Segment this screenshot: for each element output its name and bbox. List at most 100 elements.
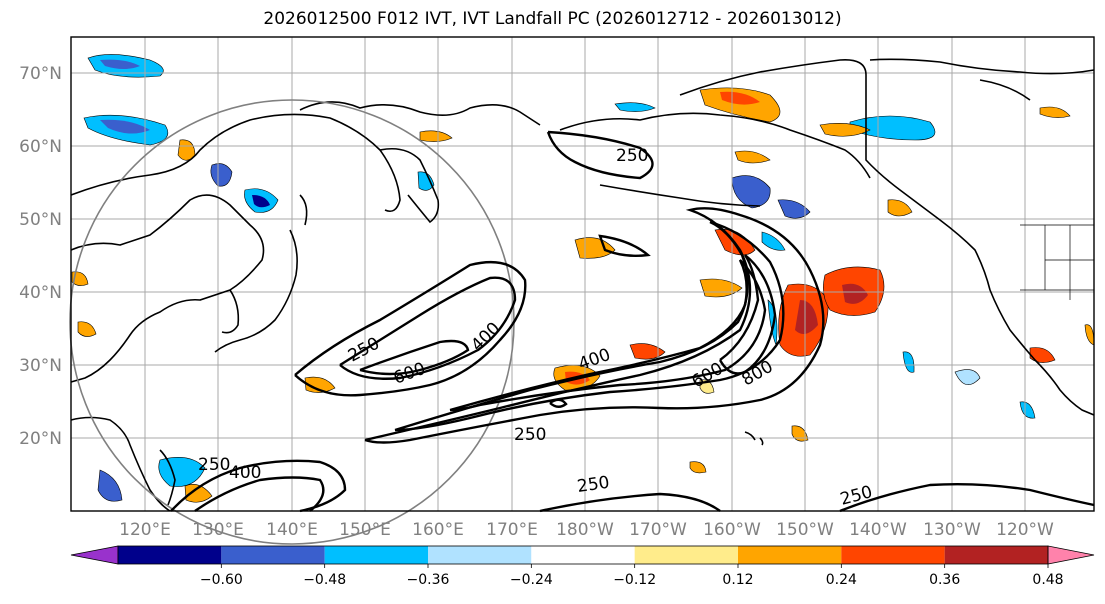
coast-siberia-north [299, 101, 541, 126]
colorbar-segments [70, 545, 1095, 565]
lon-label: 150°W [776, 520, 834, 540]
colorbar-tick-label: −0.48 [303, 572, 346, 588]
map-background [71, 37, 1094, 511]
coast-arctic [869, 58, 1095, 75]
lat-label: 60°N [19, 137, 62, 157]
shade-warm-blob [699, 87, 781, 123]
shade-blue-blob [761, 231, 786, 251]
lon-label: 160°W [703, 520, 761, 540]
colorbar-segment [738, 546, 842, 564]
ivt-contour-400 [194, 476, 325, 512]
ivt-contour-250 [170, 459, 347, 513]
coast-alaska [559, 112, 871, 179]
lon-label: 130°W [923, 520, 981, 540]
colorbar-tick-label: −0.24 [510, 572, 553, 588]
colorbar-segment [221, 546, 325, 564]
shade-warm-blob [720, 91, 760, 105]
shade-warm-blob [184, 484, 213, 503]
coast-hudson [979, 79, 1031, 101]
lon-label: 120°W [996, 520, 1054, 540]
coast-hawaii [744, 431, 764, 446]
colorbar-segment [324, 546, 428, 564]
shade-warm-blob [842, 283, 868, 304]
coast-japan [299, 194, 308, 226]
colorbar-tick-label: 0.12 [722, 572, 753, 588]
ivt-contour-250 [839, 482, 1095, 513]
coast-nwamerica [865, 75, 1095, 416]
lat-label: 20°N [19, 429, 62, 449]
shade-warm-blob [71, 271, 89, 286]
shade-warm-blob [689, 461, 707, 474]
map-frame [70, 36, 1095, 512]
borders [865, 75, 1094, 300]
shade-warm-blob [887, 199, 913, 217]
shade-blue-blob [731, 175, 771, 209]
ivt-contour-250 [364, 207, 825, 444]
lon-label: 150°E [339, 520, 391, 540]
ivt-contour-600 [359, 339, 470, 376]
shade-warm-blob [734, 150, 771, 164]
shade-blue-blob [849, 115, 936, 141]
shade-warm-blob [419, 130, 453, 142]
coast-asia [70, 113, 401, 213]
ivt-contour-800 [718, 254, 777, 375]
lat-label: 40°N [19, 283, 62, 303]
shade-warm-blob [819, 123, 871, 137]
colorbar-tick-label: 0.48 [1032, 572, 1063, 588]
coastlines [70, 58, 1095, 512]
colorbar-extend-min [70, 545, 119, 565]
colorbar: −0.60 −0.48 −0.36 −0.24 −0.12 0.12 0.24 0.36 0.4… [70, 545, 1095, 588]
shade-warm-blob [304, 376, 336, 393]
contour-label: 250 [198, 455, 230, 475]
lon-label: 160°E [412, 520, 464, 540]
shading-layer [71, 54, 1095, 503]
colorbar-segment [634, 546, 738, 564]
ivt-contour-250 [546, 130, 654, 180]
shade-blue-blob [252, 195, 270, 208]
colorbar-segment [428, 546, 532, 564]
colorbar-extend-max [1047, 545, 1095, 565]
lat-label: 30°N [19, 356, 62, 376]
map-title: 2026012500 F012 IVT, IVT Landfall PC (20… [263, 9, 842, 29]
lon-label: 120°E [119, 520, 171, 540]
colorbar-tick-label: −0.12 [613, 572, 656, 588]
shade-blue-blob [1019, 401, 1036, 419]
shade-blue-blob [777, 199, 811, 219]
colorbar-outline [117, 545, 1049, 565]
ivt-contour-250 [598, 234, 651, 258]
shade-blue-blob [902, 351, 915, 373]
colorbar-tick-label: 0.36 [929, 572, 960, 588]
shade-warm-blob [629, 343, 666, 360]
lon-label: 170°E [486, 520, 538, 540]
coast-kamchatka [379, 147, 440, 224]
shade-blue-blob [100, 59, 140, 69]
colorbar-segment [531, 546, 635, 564]
lon-label: 130°E [192, 520, 244, 540]
coast-aleutian [599, 184, 761, 207]
ivt-contour-250 [539, 492, 721, 513]
map-panel: 250 250 600 400 400 250 600 800 250 400 … [69, 36, 1095, 545]
shade-warm-blob [77, 321, 97, 337]
colorbar-segment [118, 546, 222, 564]
ivt-contour-250 [549, 398, 568, 408]
contour-label: 250 [576, 473, 611, 497]
shade-warm-blob [791, 425, 809, 442]
lat-label: 70°N [19, 64, 62, 84]
shade-blue-blob [614, 102, 656, 112]
shade-blue-blob [210, 163, 233, 187]
graticule [71, 37, 1094, 511]
ivt-contour-400 [339, 276, 517, 380]
colorbar-tick-label: −0.60 [200, 572, 243, 588]
lat-label: 50°N [19, 210, 62, 230]
contour-label: 250 [514, 425, 546, 445]
coast-asia [70, 194, 265, 383]
lon-label: 140°W [849, 520, 907, 540]
lon-label: 180°W [556, 520, 614, 540]
colorbar-segment [944, 546, 1048, 564]
shade-blue-blob [100, 119, 150, 134]
coast-korea [221, 289, 240, 334]
colorbar-labels: −0.60 −0.48 −0.36 −0.24 −0.12 0.12 0.24 0.36 0.4… [200, 564, 1064, 588]
colorbar-segment [841, 546, 945, 564]
shade-warm-blob [1029, 347, 1056, 363]
